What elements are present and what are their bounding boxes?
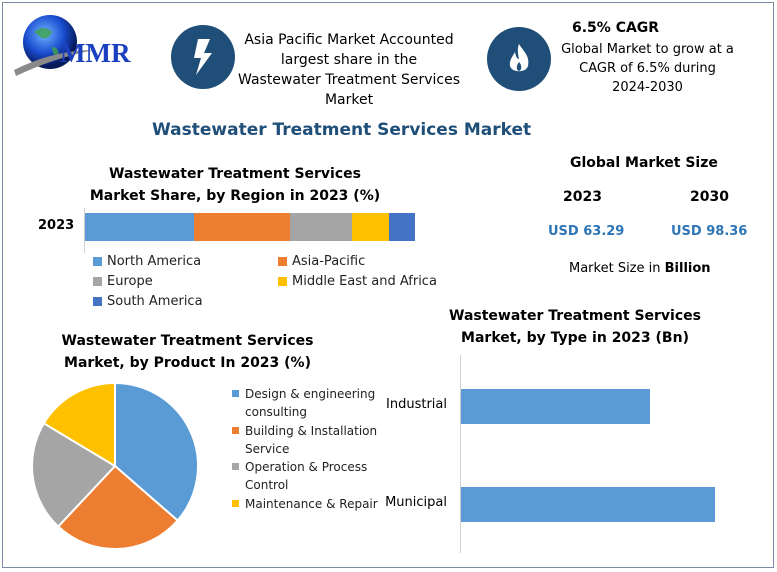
year-2030: 2030 [690,189,729,205]
note-unit: Billion [664,261,711,276]
region-segment-north-america [85,213,194,241]
mmr-logo: MMR [12,12,157,82]
pie-slice-3 [42,381,116,468]
insight-text: Asia Pacific Market Accounted largest sh… [238,32,460,108]
region-segment-south-america [388,213,415,241]
type-chart-title: Wastewater Treatment Services Market, by… [449,308,701,346]
market-size-note: Market Size in Billion [569,261,711,276]
type-bar-municipal [461,487,716,522]
value-2023: USD 63.29 [548,224,625,239]
insight-icon-circle [171,25,235,89]
type-axis [460,355,461,553]
region-legend-item: Middle East and Africa [278,274,437,289]
region-segment-asia-pacific [193,213,290,241]
legend-label: Design & engineering consulting [245,387,376,419]
product-legend-item: Design & engineering consulting [232,385,392,421]
region-stacked-bar [85,213,415,241]
type-category-label: Municipal [385,495,447,510]
cagr-title: 6.5% CAGR [572,20,660,36]
region-legend-item: North America [93,254,201,269]
type-bar-industrial [461,389,650,424]
region-legend-item: Asia-Pacific [278,254,365,269]
market-size-title: Global Market Size [570,155,718,171]
cagr-icon-circle [487,27,551,91]
lightning-icon [194,39,212,75]
cagr-text: Global Market to grow at a CAGR of 6.5% … [561,42,734,95]
legend-swatch [232,463,239,470]
legend-label: South America [107,294,203,309]
value-2030: USD 98.36 [671,224,748,239]
legend-label: Europe [107,274,153,289]
legend-label: Asia-Pacific [292,254,366,269]
product-pie-chart [31,381,199,550]
pie-slice-2 [31,421,117,528]
legend-label: Middle East and Africa [292,274,437,289]
legend-label: Operation & Process Control [245,460,368,492]
legend-swatch [232,390,239,397]
region-legend-item: Europe [93,274,153,289]
product-legend-item: Operation & Process Control [232,458,392,494]
legend-swatch [93,297,102,306]
legend-label: North America [107,254,202,269]
legend-swatch [93,257,102,266]
product-legend-item: Maintenance & Repair [232,495,392,513]
legend-swatch [232,426,239,434]
legend-swatch [232,499,239,507]
product-legend-item: Building & Installation Service [232,422,392,458]
legend-swatch [93,277,102,286]
legend-swatch [278,257,287,266]
product-chart-title: Wastewater Treatment Services Market, by… [61,333,314,371]
region-segment-europe [289,213,353,241]
legend-label: Building & Installation Service [245,423,378,456]
region-category-label: 2023 [38,218,75,233]
type-category-label: Industrial [386,397,447,412]
region-axis [84,208,85,253]
pie-slice-0 [114,381,199,522]
main-title: Wastewater Treatment Services Market [152,120,532,140]
globe-icon [14,15,94,76]
pie-slice-1 [56,464,180,550]
legend-label: Maintenance & Repair [245,496,378,511]
region-segment-middle-east-and-africa [352,213,389,241]
note-prefix: Market Size in [569,261,665,276]
region-chart-title: Wastewater Treatment Services Market Sha… [89,166,381,204]
legend-swatch [278,277,287,286]
year-2023: 2023 [563,189,602,205]
region-legend-item: South America [93,294,203,309]
flame-icon [509,44,529,72]
logo-text: MMR [60,38,131,68]
